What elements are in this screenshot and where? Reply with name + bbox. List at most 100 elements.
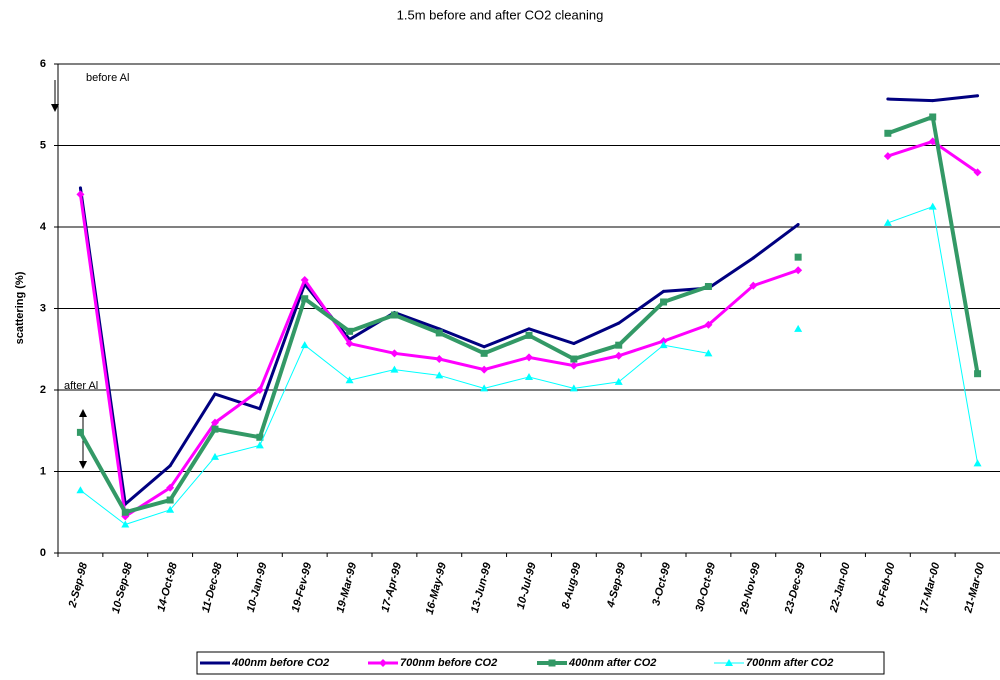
x-tick-label: 19-Mar-99 [334,561,359,615]
data-point [258,407,262,411]
data-point [168,464,172,468]
series-line [80,205,979,526]
data-point [928,202,937,210]
x-tick-label: 8-Aug-99 [560,561,584,610]
data-point [794,253,802,261]
data-point [614,377,623,385]
x-tick-label: 22-Jan-00 [828,561,853,615]
data-point [660,298,668,306]
data-point [976,94,980,98]
data-point [255,386,264,394]
data-point [211,452,219,460]
data-point [166,483,175,492]
legend-label: 400nm after CO2 [568,657,656,669]
data-point [211,425,219,433]
data-point [794,266,803,275]
data-point [211,418,219,427]
data-point [883,152,892,161]
data-point [435,371,444,379]
x-tick-label: 14-Oct-98 [155,561,180,613]
x-tick-label: 30-Oct-99 [694,561,719,613]
x-tick-label: 11-Dec-98 [200,561,225,614]
y-tick-label: 0 [40,547,46,559]
x-tick-label: 10-Sep-98 [110,561,135,615]
data-point [480,349,488,357]
data-point [525,331,533,339]
data-point [76,486,85,494]
y-tick-label: 1 [40,465,46,477]
legend-label: 700nm before CO2 [400,657,497,669]
legend-label: 700nm after CO2 [746,657,833,669]
annotation: before Al [86,72,129,84]
data-point [121,508,129,516]
data-point [572,342,576,346]
data-point [76,190,85,199]
data-point [390,349,399,358]
data-point [973,168,982,177]
data-point [345,376,354,384]
data-point [749,281,758,290]
x-tick-label: 29-Nov-99 [738,561,764,617]
x-tick-label: 6-Feb-00 [874,561,898,609]
y-axis-label: scattering (%) [14,271,26,344]
data-point [929,113,937,121]
x-tick-label: 13-Jun-99 [469,561,494,615]
data-point [884,129,892,137]
data-point [121,520,130,528]
data-point [346,327,354,335]
data-point [390,311,398,319]
data-point [751,256,755,260]
data-point [300,341,309,349]
data-point [659,337,668,346]
data-point [255,441,264,449]
data-point [480,365,489,374]
legend-label: 400nm before CO2 [231,657,329,669]
data-point [345,339,354,348]
data-point [480,384,489,392]
data-point [704,282,712,290]
x-tick-label: 19-Fev-99 [290,561,315,614]
chart-title: 1.5m before and after CO2 cleaning [397,7,604,22]
x-tick-label: 23-Dec-99 [783,561,809,616]
data-point [525,353,533,362]
x-tick-label: 16-May-99 [424,561,450,616]
y-tick-label: 6 [40,58,46,70]
data-point [166,505,175,513]
data-point [883,218,892,226]
legend-marker [379,659,387,667]
y-tick-label: 3 [40,302,46,314]
data-point [78,186,82,190]
data-point [390,365,399,373]
x-tick-label: 4-Sep-99 [605,561,629,610]
data-point [301,295,309,303]
data-point [256,433,264,441]
x-tick-label: 17-Mar-00 [918,561,943,615]
data-point [76,428,84,436]
data-point [662,289,666,293]
x-tick-label: 21-Mar-00 [962,561,987,616]
data-point [614,351,623,360]
data-point [525,372,533,380]
data-point [931,99,935,103]
y-tick-label: 5 [40,139,46,151]
annotation: after Al [64,380,98,392]
legend-marker [725,659,733,666]
x-tick-label: 17-Apr-99 [379,561,404,614]
data-point [659,341,668,349]
data-point [794,324,803,332]
data-point [166,496,174,504]
data-point [482,345,486,349]
y-tick-label: 4 [40,221,47,233]
x-tick-label: 10-Jul-99 [515,561,539,611]
data-point [300,275,309,284]
x-tick-label: 2-Sep-98 [66,561,90,610]
data-point [435,329,443,337]
data-point [569,384,578,392]
data-point [527,327,531,331]
data-point [796,223,800,227]
data-point [435,355,444,364]
data-point [704,320,713,329]
data-point [570,355,578,363]
data-point [974,370,982,378]
